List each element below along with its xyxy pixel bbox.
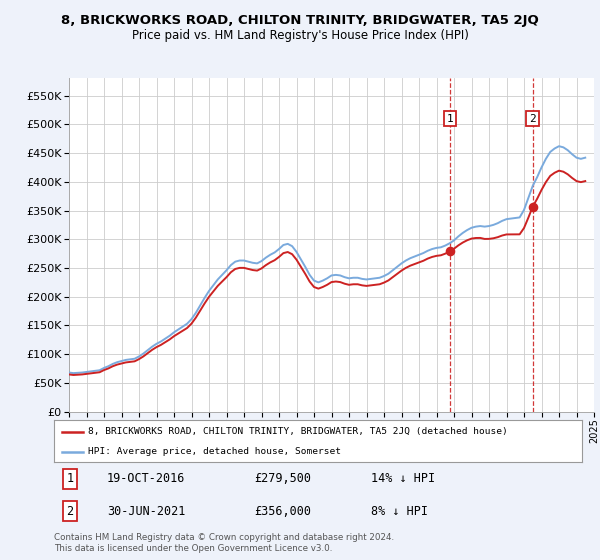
Text: 1: 1 xyxy=(447,114,454,124)
Text: HPI: Average price, detached house, Somerset: HPI: Average price, detached house, Some… xyxy=(88,447,341,456)
Text: 8% ↓ HPI: 8% ↓ HPI xyxy=(371,505,428,517)
Text: 19-OCT-2016: 19-OCT-2016 xyxy=(107,473,185,486)
Text: 2: 2 xyxy=(66,505,73,517)
Text: 2: 2 xyxy=(529,114,536,124)
Text: 30-JUN-2021: 30-JUN-2021 xyxy=(107,505,185,517)
Text: 8, BRICKWORKS ROAD, CHILTON TRINITY, BRIDGWATER, TA5 2JQ (detached house): 8, BRICKWORKS ROAD, CHILTON TRINITY, BRI… xyxy=(88,427,508,436)
Point xyxy=(446,246,455,255)
Text: 8, BRICKWORKS ROAD, CHILTON TRINITY, BRIDGWATER, TA5 2JQ: 8, BRICKWORKS ROAD, CHILTON TRINITY, BRI… xyxy=(61,14,539,27)
Text: £356,000: £356,000 xyxy=(254,505,311,517)
Text: £279,500: £279,500 xyxy=(254,473,311,486)
Text: 14% ↓ HPI: 14% ↓ HPI xyxy=(371,473,435,486)
Text: Contains HM Land Registry data © Crown copyright and database right 2024.
This d: Contains HM Land Registry data © Crown c… xyxy=(54,533,394,553)
Point xyxy=(528,203,538,212)
Text: Price paid vs. HM Land Registry's House Price Index (HPI): Price paid vs. HM Land Registry's House … xyxy=(131,29,469,42)
Text: 1: 1 xyxy=(66,473,73,486)
